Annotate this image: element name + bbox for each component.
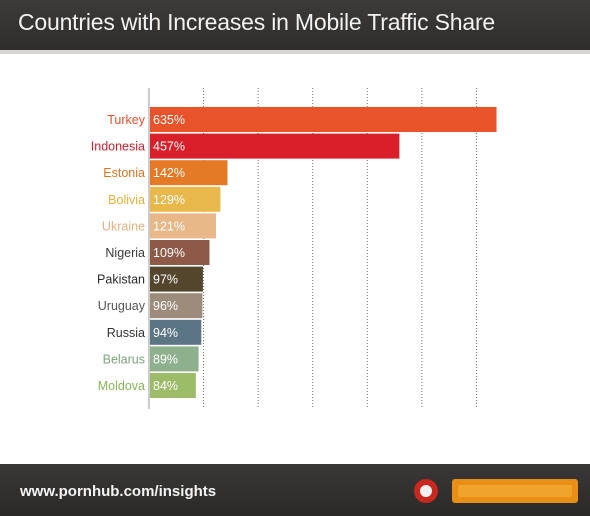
bar-bolivia	[150, 186, 221, 212]
category-label-bolivia: Bolivia	[108, 193, 145, 207]
category-label-indonesia: Indonesia	[91, 140, 145, 154]
watermark-logo	[414, 479, 578, 503]
bar-pakistan	[150, 266, 203, 292]
bar-moldova	[150, 373, 196, 398]
value-label-nigeria: 109%	[153, 246, 185, 260]
category-label-ukraine: Ukraine	[102, 219, 145, 233]
value-label-turkey: 635%	[153, 113, 185, 127]
footer-url[interactable]: www.pornhub.com/insights	[20, 483, 217, 500]
category-label-estonia: Estonia	[103, 166, 145, 180]
bar-ukraine	[150, 213, 217, 239]
category-label-moldova: Moldova	[98, 379, 145, 393]
chart-title: Countries with Increases in Mobile Traff…	[18, 9, 496, 35]
bar-uruguay	[150, 293, 203, 319]
bar-chart: Turkey 635% Indonesia 457% Estonia 142% Bolivi…	[91, 88, 497, 409]
category-label-nigeria: Nigeria	[105, 246, 145, 260]
bar-estonia	[150, 160, 228, 186]
bar-belarus	[150, 346, 199, 372]
value-label-indonesia: 457%	[153, 140, 185, 154]
bar-russia	[150, 319, 202, 345]
value-label-estonia: 142%	[153, 166, 185, 180]
value-label-ukraine: 121%	[153, 219, 185, 233]
category-label-uruguay: Uruguay	[98, 299, 146, 313]
chart-header: Countries with Increases in Mobile Traff…	[0, 0, 590, 50]
value-label-belarus: 89%	[153, 352, 178, 366]
header-divider	[0, 50, 590, 54]
value-label-russia: 94%	[153, 326, 178, 340]
value-label-uruguay: 96%	[153, 299, 178, 313]
category-label-pakistan: Pakistan	[97, 273, 145, 287]
chart-footer: www.pornhub.com/insights	[0, 464, 590, 516]
value-label-bolivia: 129%	[153, 193, 185, 207]
category-label-russia: Russia	[107, 326, 145, 340]
bar-nigeria	[150, 240, 210, 265]
category-label-belarus: Belarus	[103, 352, 145, 366]
value-label-pakistan: 97%	[153, 273, 178, 287]
value-label-moldova: 84%	[153, 379, 178, 393]
category-label-turkey: Turkey	[107, 113, 145, 127]
bar-turkey	[150, 107, 497, 132]
bar-indonesia	[150, 133, 400, 159]
